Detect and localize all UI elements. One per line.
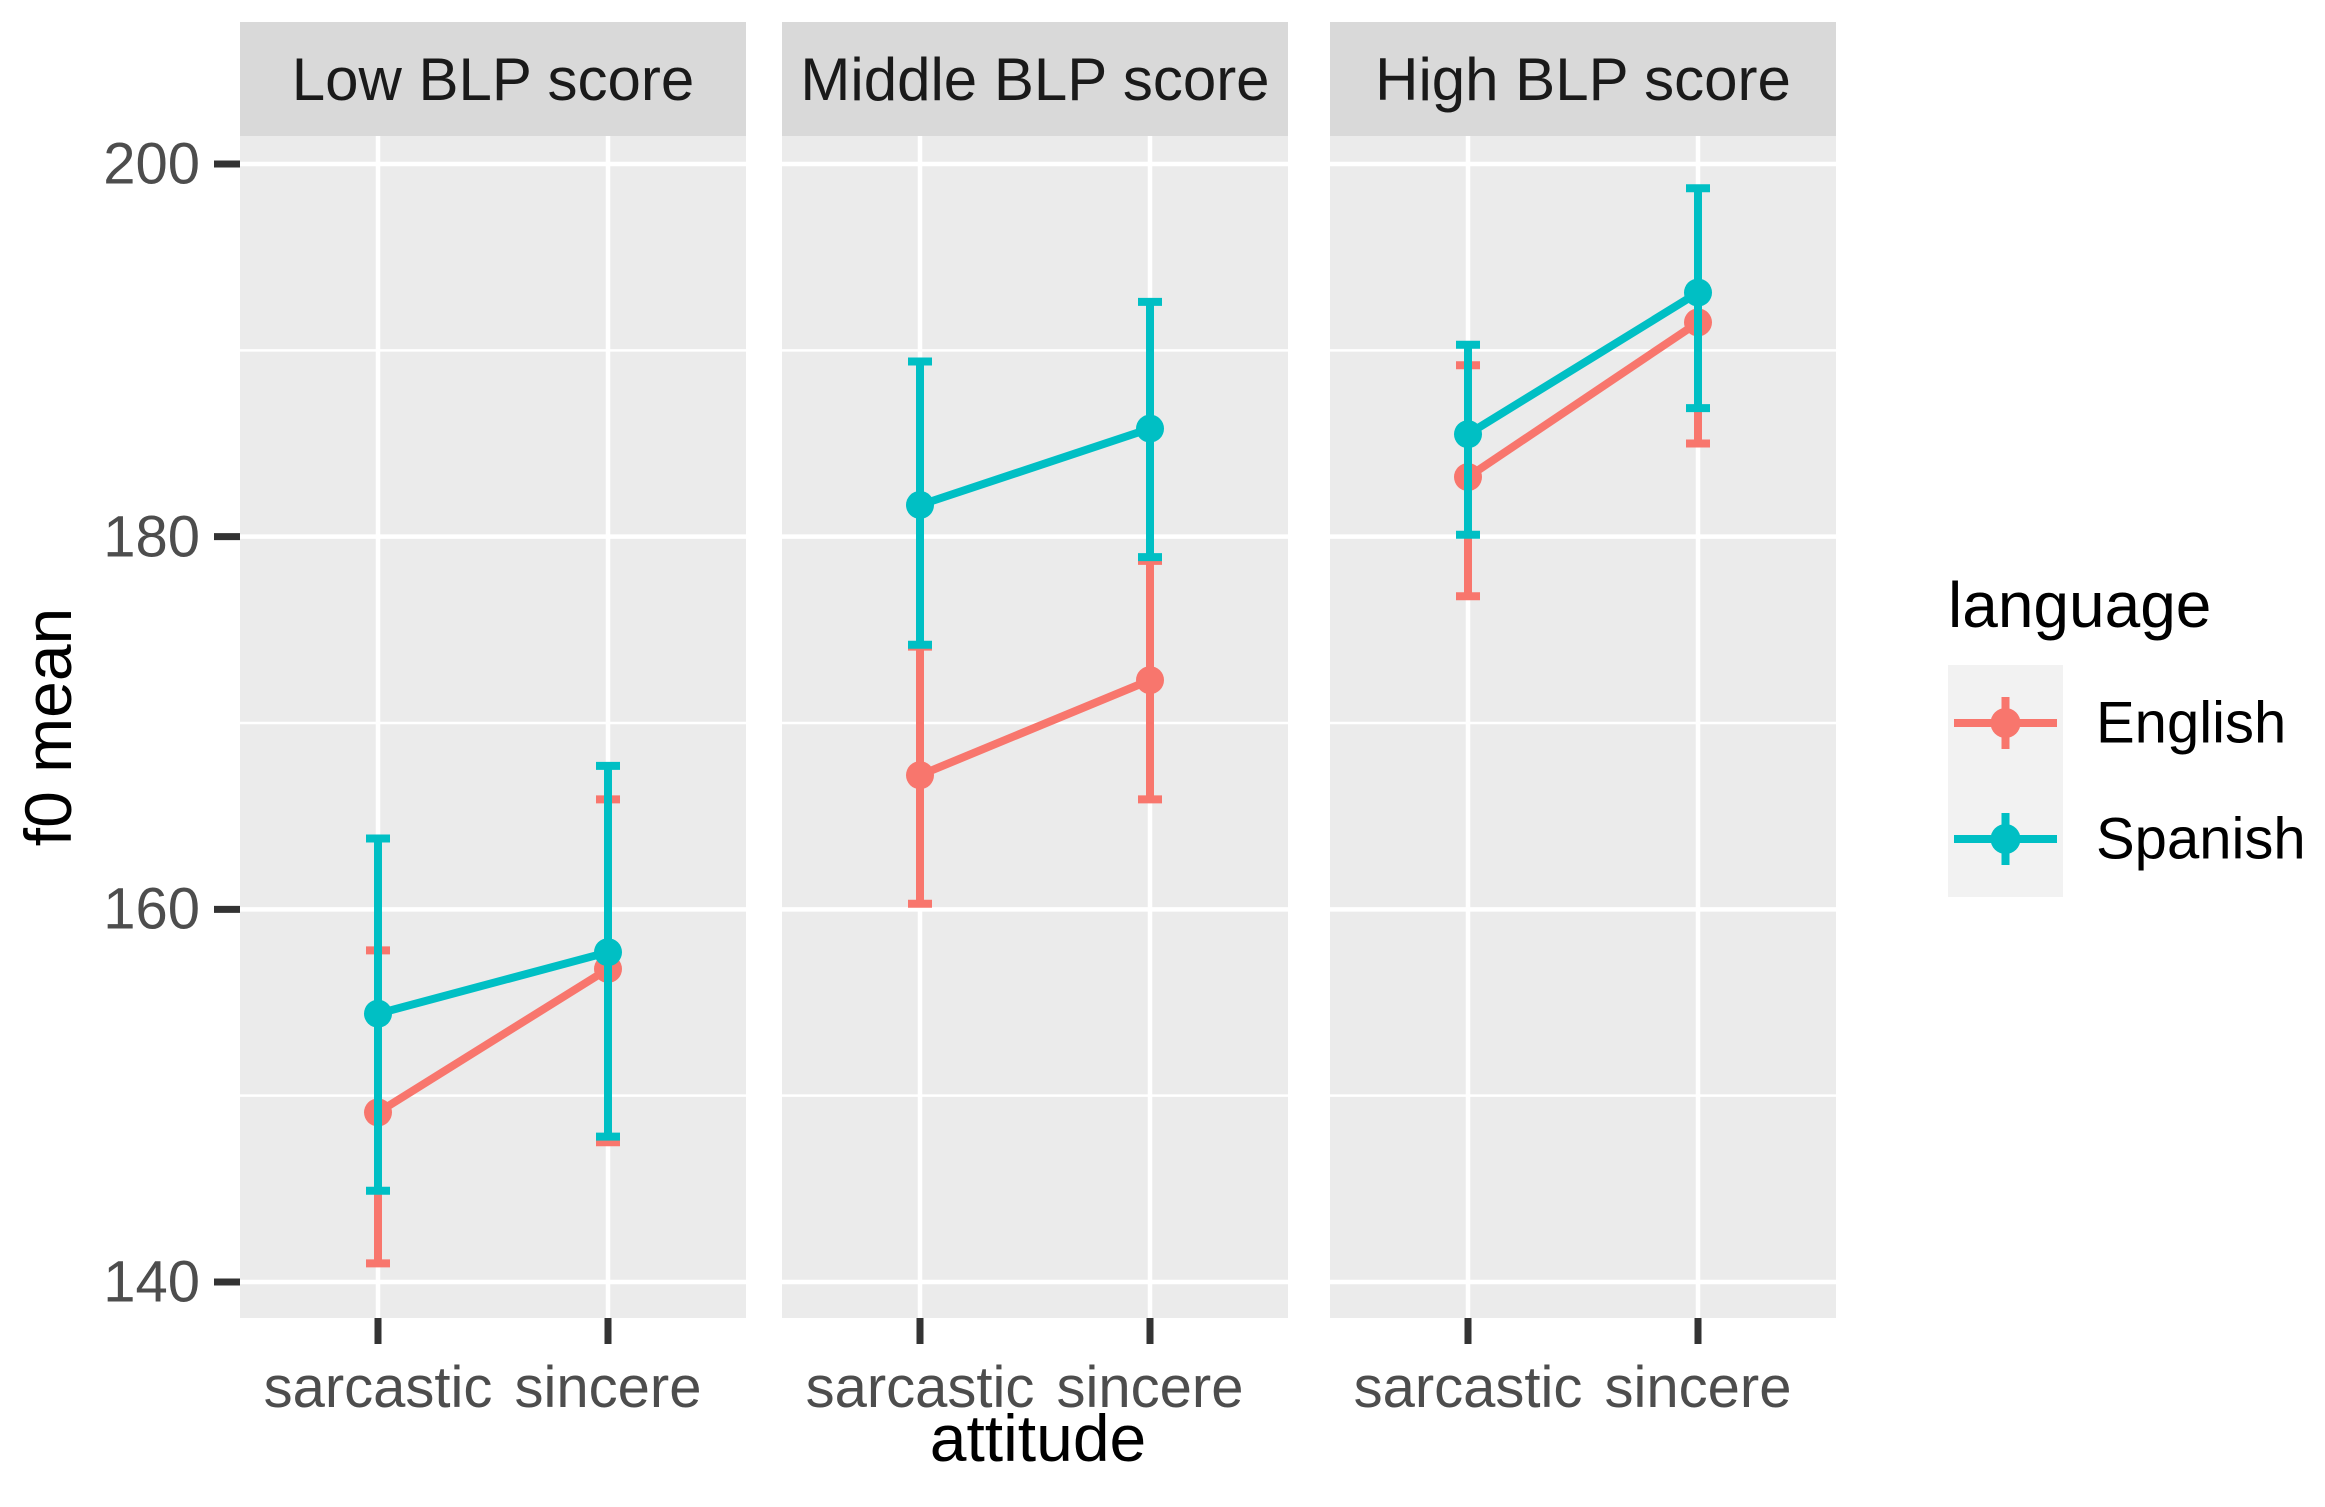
legend-label-spanish: Spanish xyxy=(2096,806,2306,872)
data-point-spanish xyxy=(1454,420,1482,449)
data-point-spanish xyxy=(364,999,392,1028)
y-tick-label-180: 180 xyxy=(103,504,200,570)
facet-strip-middle: Middle BLP score xyxy=(800,45,1270,113)
series-line-english xyxy=(1465,319,1701,481)
series-line-english xyxy=(375,965,611,1116)
y-tick-label-140: 140 xyxy=(103,1249,200,1315)
facet-strip-bg xyxy=(1330,22,1836,136)
panel-background xyxy=(240,136,746,1318)
y-tick-label-200: 200 xyxy=(103,131,200,197)
y-tick-label-160: 160 xyxy=(103,876,200,942)
facet-strip-bg xyxy=(782,22,1288,136)
data-point-english xyxy=(1136,666,1164,695)
facet-strip-bg xyxy=(240,22,746,136)
data-point-english xyxy=(906,761,934,790)
series-line-english xyxy=(918,676,1152,779)
x-tick-label-sarcastic: sarcastic xyxy=(1353,1355,1583,1420)
data-point-spanish xyxy=(906,490,934,519)
x-tick-label-sincere: sincere xyxy=(1056,1355,1244,1420)
legend-key-point xyxy=(1990,824,2021,854)
legend-key-point xyxy=(1990,708,2021,738)
data-point-spanish xyxy=(1684,278,1712,307)
x-axis-title: attitude xyxy=(929,1401,1147,1475)
series-line-spanish xyxy=(1465,289,1701,438)
x-tick-label-sincere: sincere xyxy=(514,1355,702,1420)
facet-strip-high: High BLP score xyxy=(1375,45,1791,113)
data-point-spanish xyxy=(1136,414,1164,443)
series-line-spanish xyxy=(918,424,1152,509)
x-tick-label-sarcastic: sarcastic xyxy=(263,1355,493,1420)
legend-label-english: English xyxy=(2096,690,2287,756)
y-axis-title: f0 mean xyxy=(11,607,85,847)
x-tick-label-sincere: sincere xyxy=(1604,1355,1792,1420)
panel-background xyxy=(1330,136,1836,1318)
facet-strip-low: Low BLP score xyxy=(291,45,695,113)
legend-title: language xyxy=(1948,569,2212,641)
x-tick-label-sarcastic: sarcastic xyxy=(805,1355,1035,1420)
data-point-spanish xyxy=(594,938,622,967)
series-line-spanish xyxy=(376,948,610,1018)
